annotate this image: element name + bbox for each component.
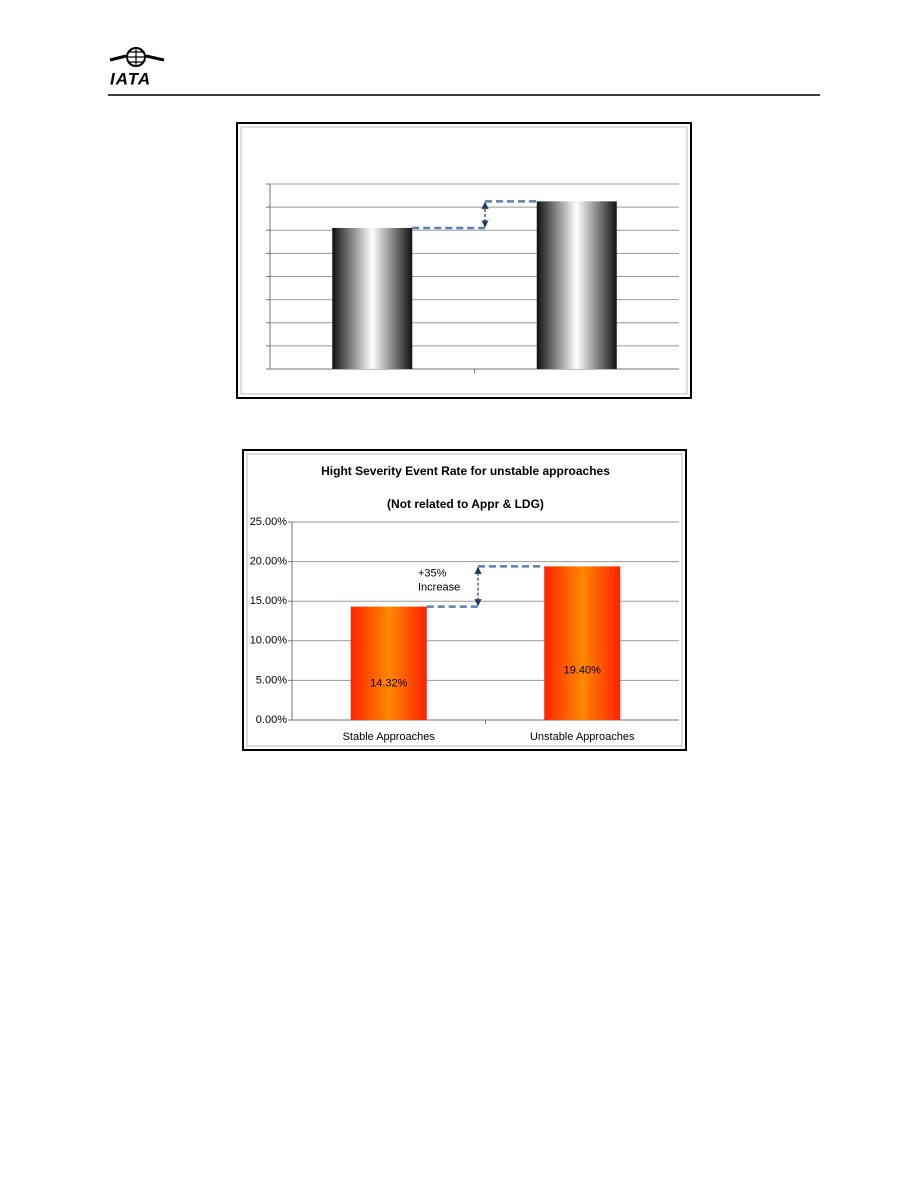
chart-subtitle: (Not related to Appr & LDG) [387, 497, 544, 511]
chart-title: Hight Severity Event Rate for unstable a… [321, 464, 610, 478]
annotation: +35% [418, 567, 447, 579]
y-tick-label: 25.00% [250, 516, 288, 528]
logo-text: IATA [110, 69, 151, 88]
change-connector [412, 200, 537, 230]
change-connector [426, 565, 545, 608]
data-label: 19.40% [564, 665, 602, 677]
x-tick-label: Unstable Approaches [530, 731, 635, 743]
header: IATA [108, 47, 820, 96]
y-tick-label: 15.00% [250, 595, 288, 607]
bar [544, 566, 621, 720]
logo-grid [127, 48, 145, 66]
y-tick-label: 0.00% [256, 714, 287, 726]
chart-inner-frame [240, 126, 688, 395]
logo-wings [109, 54, 165, 62]
bar [332, 227, 413, 369]
y-tick-label: 10.00% [250, 635, 288, 647]
chart [236, 122, 692, 399]
bar [536, 201, 617, 369]
chart-inner-frame [246, 453, 683, 747]
chart: Hight Severity Event Rate for unstable a… [242, 449, 687, 751]
chart-frame [236, 122, 692, 399]
annotation: Increase [418, 581, 460, 593]
x-tick-label: Stable Approaches [343, 731, 436, 743]
data-label: 14.32% [370, 678, 408, 690]
y-tick-label: 20.00% [250, 556, 288, 568]
bar [350, 606, 427, 720]
y-tick-label: 5.00% [256, 674, 287, 686]
